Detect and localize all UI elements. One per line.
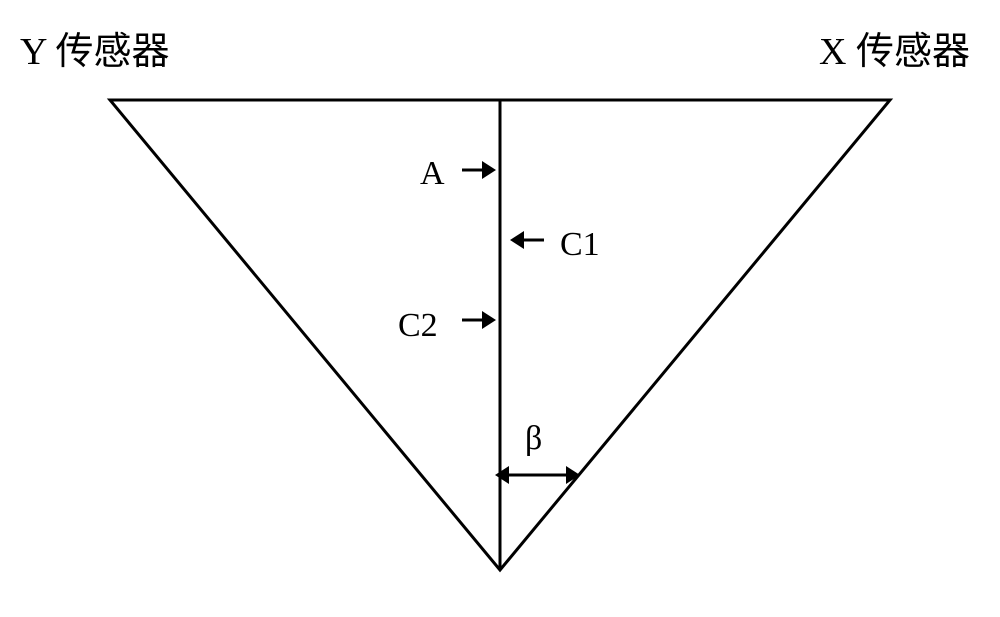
arrow-c1 xyxy=(510,231,544,249)
angle-beta-label: β xyxy=(525,420,542,458)
point-a-label: A xyxy=(420,155,445,193)
arrow-beta xyxy=(495,466,580,484)
triangle-diagram xyxy=(0,0,1000,617)
arrow-c2 xyxy=(462,311,496,329)
point-c1-label: C1 xyxy=(560,226,600,264)
point-c2-label: C2 xyxy=(398,307,438,345)
arrow-a xyxy=(462,161,496,179)
